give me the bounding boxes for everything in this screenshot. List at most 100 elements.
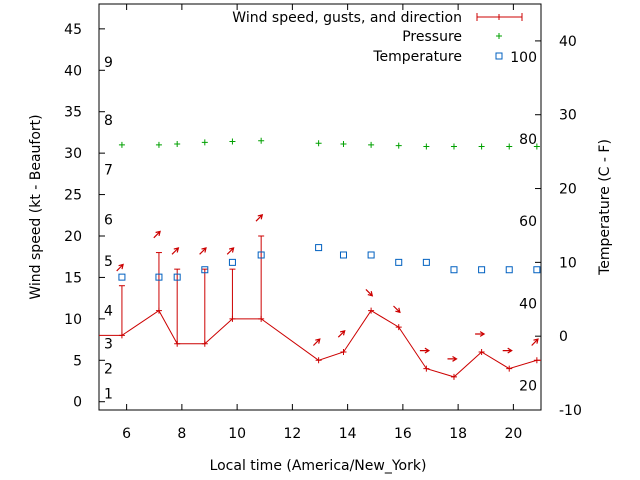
y-right-tick-label: 0 (559, 329, 568, 345)
y-axis-label-left: Wind speed (kt - Beaufort) (28, 114, 44, 299)
pressure-point (174, 141, 181, 148)
temperature-point (315, 244, 323, 252)
temperature-point (173, 273, 181, 281)
beaufort-label: 8 (104, 113, 113, 129)
pressure-point (155, 141, 162, 148)
temperature-point (478, 266, 486, 274)
wind-point (315, 357, 322, 364)
y-right-tick-label: 10 (559, 255, 577, 271)
temperature-point (228, 258, 236, 266)
pressure-point (478, 143, 485, 150)
axes-layer: 6 8 10 12 14 16 18 20051015202530354045-1001020… (64, 4, 582, 442)
pressure-point (368, 141, 375, 148)
wind-direction-arrow (171, 247, 180, 255)
temperature-point (201, 266, 209, 274)
temperature-point (395, 258, 403, 266)
y-left-tick-label: 35 (64, 105, 82, 121)
legend-label-pressure: Pressure (402, 29, 462, 45)
wind-point (201, 340, 208, 347)
beaufort-label: 4 (104, 304, 113, 320)
x-tick-label: 20 (504, 426, 522, 442)
temperature-point (533, 266, 541, 274)
y-left-tick-label: 40 (64, 63, 82, 79)
wind-speed-line (99, 309, 541, 378)
pressure-point (423, 143, 430, 150)
y-left-tick-label: 10 (64, 312, 82, 328)
wind-direction-arrow (393, 305, 401, 314)
wind-direction-arrow (312, 338, 321, 346)
beaufort-label: 2 (104, 362, 113, 378)
legend-symbol-pressure (496, 33, 502, 39)
fahrenheit-label: 60 (519, 214, 537, 230)
wind-direction-arrow (447, 355, 458, 362)
y-left-tick-label: 30 (64, 146, 82, 162)
pressure-point (201, 139, 208, 146)
legend-label-wind: Wind speed, gusts, and direction (232, 10, 462, 26)
legend: Wind speed, gusts, and direction Pressur… (232, 10, 523, 65)
x-tick-label: 18 (449, 426, 467, 442)
x-tick-label: 8 (177, 426, 186, 442)
pressure-point (395, 142, 402, 149)
temperature-point (367, 251, 375, 259)
wind-point (340, 349, 347, 355)
x-tick-label: 12 (283, 426, 301, 442)
wind-point (506, 365, 513, 372)
pressure-point (533, 143, 540, 150)
wind-direction-arrow (475, 331, 486, 337)
wind-point (450, 373, 457, 380)
x-tick-label: 10 (228, 426, 246, 442)
legend-symbol-wind-ends (476, 13, 523, 21)
wind-direction-arrow (365, 288, 374, 297)
x-tick-label: 6 (122, 426, 131, 442)
x-axis-label: Local time (America/New_York) (210, 458, 427, 474)
y-right-tick-label: 20 (559, 182, 577, 198)
plot-frame (98, 3, 542, 411)
wind-point (229, 315, 236, 322)
wind-direction-arrow (419, 347, 431, 354)
y-left-tick-label: 15 (64, 270, 82, 286)
y-right-tick-label: 30 (559, 108, 577, 124)
pressure-point (450, 143, 457, 150)
wind-direction-arrow (502, 347, 513, 354)
wind-direction-arrow (116, 263, 124, 272)
legend-symbol-temperature (495, 52, 503, 60)
wind-point (368, 307, 375, 314)
wind-point (174, 340, 181, 347)
wind-direction-arrow (199, 247, 207, 255)
y-left-tick-label: 5 (73, 353, 82, 369)
fahrenheit-label: 40 (519, 297, 537, 313)
wind-point (478, 349, 485, 355)
wind-point (423, 365, 430, 372)
wind-point (395, 324, 402, 331)
fahrenheit-label: 80 (519, 132, 537, 148)
fahrenheit-label: 100 (510, 50, 537, 66)
y-left-tick-label: 25 (64, 188, 82, 204)
pressure-point (258, 137, 265, 144)
wind-point (155, 307, 162, 314)
wind-direction-arrow (337, 329, 346, 338)
temperature-point (505, 266, 513, 274)
beaufort-label: 6 (104, 212, 113, 228)
beaufort-label: 1 (104, 386, 113, 402)
x-tick-label: 16 (394, 426, 412, 442)
beaufort-label: 7 (104, 163, 113, 179)
fahrenheit-label: 20 (519, 379, 537, 395)
wind-direction-arrow (226, 247, 235, 255)
pressure-point (340, 141, 347, 148)
temperature-point (422, 258, 430, 266)
y-left-tick-label: 20 (64, 229, 82, 245)
pressure-point (506, 143, 513, 150)
temperature-point (155, 273, 163, 281)
wind-direction-arrow (153, 230, 161, 239)
temperature-point (257, 251, 265, 259)
pressure-point (229, 138, 236, 145)
beaufort-label: 5 (104, 254, 113, 270)
y-left-tick-label: 45 (64, 22, 82, 38)
legend-label-temperature: Temperature (372, 49, 462, 65)
wind-direction-arrow (531, 338, 539, 346)
series-layer (99, 137, 541, 380)
beaufort-label: 3 (104, 337, 113, 353)
y-axis-label-right: Temperature (C - F) (597, 139, 613, 276)
wind-point (118, 332, 125, 339)
